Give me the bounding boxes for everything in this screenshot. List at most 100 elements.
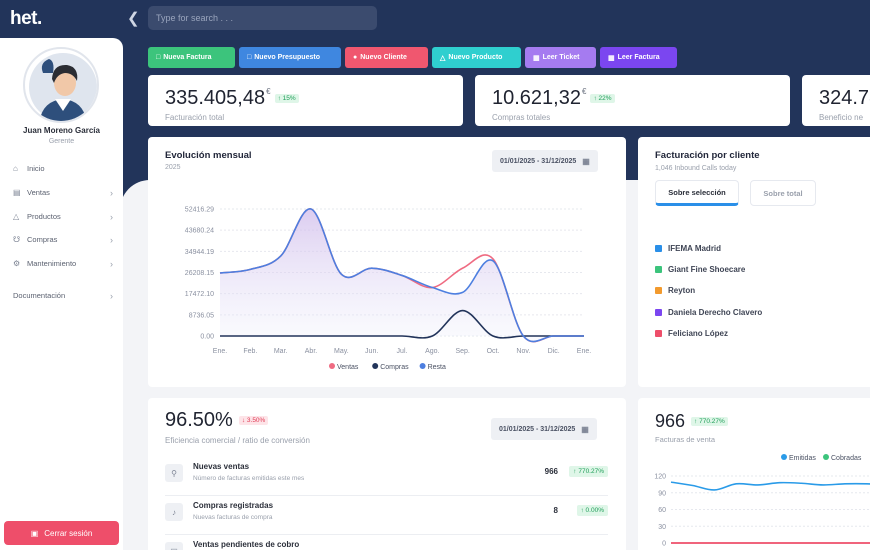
new-product-button[interactable]: △ Nuevo Producto — [432, 47, 521, 68]
y-tick-label: 8736.05 — [189, 312, 214, 319]
cart-icon: ☋ — [13, 235, 21, 244]
date-range-picker[interactable]: 01/01/2025 - 31/12/2025 ▦ — [492, 150, 598, 172]
scan-icon: ▦ — [608, 54, 615, 62]
list-item[interactable]: ▣ Ventas pendientes de cobro — [165, 536, 608, 550]
y-tick-label: 30 — [658, 524, 666, 531]
document-icon: □ — [247, 54, 252, 61]
x-tick-label: Oct. — [487, 348, 500, 355]
sidebar-item-compras[interactable]: ☋ Compras › — [13, 234, 113, 245]
client-item[interactable]: Daniela Derecho Clavero — [655, 308, 762, 317]
document-icon: □ — [156, 54, 161, 61]
y-tick-label: 120 — [654, 474, 666, 481]
collapse-sidebar-icon[interactable]: ❮ — [127, 10, 140, 27]
chevron-right-icon: › — [110, 211, 113, 222]
legend-label: Cobradas — [831, 455, 862, 462]
x-tick-label: Ene. — [213, 348, 227, 355]
x-tick-label: Jul. — [397, 348, 408, 355]
series-line-resta — [219, 208, 584, 343]
user-name: Juan Moreno García — [23, 126, 100, 135]
legend-swatch — [655, 245, 662, 252]
logout-label: Cerrar sesión — [44, 528, 93, 538]
y-tick-label: 90 — [658, 490, 666, 497]
y-tick-label: 34944.19 — [185, 249, 214, 256]
kpi-label: Facturación total — [165, 113, 225, 122]
legend-marker — [823, 454, 829, 460]
new-invoice-button[interactable]: □ Nueva Factura — [148, 47, 235, 68]
monthly-chart: 0.00 8736.05 17472.10 26208.15 34944.19 43680… — [185, 207, 591, 372]
sidebar-item-productos[interactable]: △ Productos › — [13, 211, 113, 222]
billing-by-client-card: Facturación por cliente 1,046 Inbound Ca… — [638, 137, 870, 387]
button-label: Nuevo Cliente — [360, 54, 407, 61]
sidebar-item-label: Ventas — [27, 188, 50, 197]
client-item[interactable]: IFEMA Madrid — [655, 244, 721, 253]
sidebar-item-inicio[interactable]: ⌂ Inicio — [13, 164, 113, 173]
delta-badge: ↓ 3.50% — [238, 416, 269, 425]
tab-total[interactable]: Sobre total — [750, 180, 816, 206]
read-invoice-button[interactable]: ▦ Leer Factura — [600, 47, 677, 68]
calendar-icon: ▦ — [582, 156, 590, 166]
quick-actions: □ Nueva Factura □ Nuevo Presupuesto ● Nuevo… — [148, 47, 677, 68]
lock-icon: ▣ — [30, 528, 39, 538]
delta-badge: ↑ 770.27% — [691, 417, 728, 426]
efficiency-label: Eficiencia comercial / ratio de conversi… — [165, 436, 310, 445]
chevron-right-icon: › — [110, 258, 113, 269]
box-icon: △ — [13, 212, 20, 221]
invoices-label: Facturas de venta — [655, 435, 716, 444]
x-tick-label: Ene. — [577, 348, 591, 355]
client-name: Feliciano López — [668, 329, 729, 338]
row-title: Compras registradas — [193, 501, 274, 510]
avatar — [23, 47, 99, 123]
legend-swatch — [655, 330, 662, 337]
kpi-value: 324.78 — [819, 87, 870, 109]
legend-label: Resta — [428, 364, 446, 371]
client-item[interactable]: Reyton — [655, 286, 695, 295]
search-input[interactable]: Type for search . . . — [148, 6, 377, 30]
client-name: Daniela Derecho Clavero — [668, 308, 763, 317]
user-role: Gerente — [48, 138, 75, 145]
delta-badge: ↑ 15% — [274, 94, 299, 103]
sales-icon: ▤ — [13, 188, 21, 197]
y-tick-label: 0 — [662, 541, 666, 548]
client-item[interactable]: Giant Fine Shoecare — [655, 265, 745, 274]
box-icon: △ — [440, 54, 446, 62]
home-icon: ⌂ — [13, 164, 18, 173]
list-item[interactable]: ⚲ Nuevas ventas Número de facturas emiti… — [165, 458, 608, 496]
legend-label: Emitidas — [789, 455, 816, 462]
logout-button[interactable]: ▣ Cerrar sesión — [4, 521, 119, 545]
legend-swatch — [655, 287, 662, 294]
date-range-text: 01/01/2025 - 31/12/2025 — [500, 157, 577, 165]
y-tick-label: 0.00 — [200, 334, 214, 341]
x-tick-label: Feb. — [243, 348, 257, 355]
read-ticket-button[interactable]: ▦ Leer Ticket — [525, 47, 596, 68]
row-subtitle: Nuevas facturas de compra — [193, 514, 273, 521]
x-tick-label: Sep. — [455, 348, 469, 355]
delta-badge: ↑ 22% — [590, 94, 615, 103]
client-name: Reyton — [668, 286, 696, 295]
list-item[interactable]: ♪ Compras registradas Nuevas facturas de… — [165, 497, 608, 535]
date-range-picker[interactable]: 01/01/2025 - 31/12/2025 ▦ — [491, 418, 597, 440]
legend-marker — [781, 454, 787, 460]
new-client-button[interactable]: ● Nuevo Cliente — [345, 47, 428, 68]
app-logo[interactable]: het. — [10, 8, 42, 29]
card-title: Evolución mensual — [165, 150, 252, 161]
x-tick-label: Mar. — [274, 348, 288, 355]
tab-selection[interactable]: Sobre selección — [655, 180, 739, 206]
tiktok-icon: ♪ — [165, 503, 183, 521]
calendar-icon: ▦ — [581, 424, 589, 434]
new-budget-button[interactable]: □ Nuevo Presupuesto — [239, 47, 341, 68]
kpi-label: Compras totales — [492, 113, 551, 122]
kpi-card-purchases: 10.621,32 € ↑ 22% Compras totales — [475, 75, 790, 126]
sidebar-item-documentacion[interactable]: Documentación › — [13, 291, 113, 301]
client-item[interactable]: Feliciano López — [655, 329, 728, 338]
sidebar-item-mantenimiento[interactable]: ⚙ Mantenimiento › — [13, 258, 113, 269]
kpi-value: 10.621,32 — [492, 87, 581, 109]
row-value: 966 — [544, 467, 558, 476]
gear-icon: ⚙ — [13, 259, 21, 268]
date-range-text: 01/01/2025 - 31/12/2025 — [499, 425, 576, 433]
button-label: Nuevo Presupuesto — [254, 54, 320, 61]
chevron-right-icon: › — [110, 234, 113, 245]
kpi-value: 335.405,48 — [165, 87, 266, 109]
x-tick-label: May. — [334, 348, 349, 355]
sidebar-item-ventas[interactable]: ▤ Ventas › — [13, 188, 113, 198]
kpi-label: Beneficio ne — [819, 113, 864, 122]
